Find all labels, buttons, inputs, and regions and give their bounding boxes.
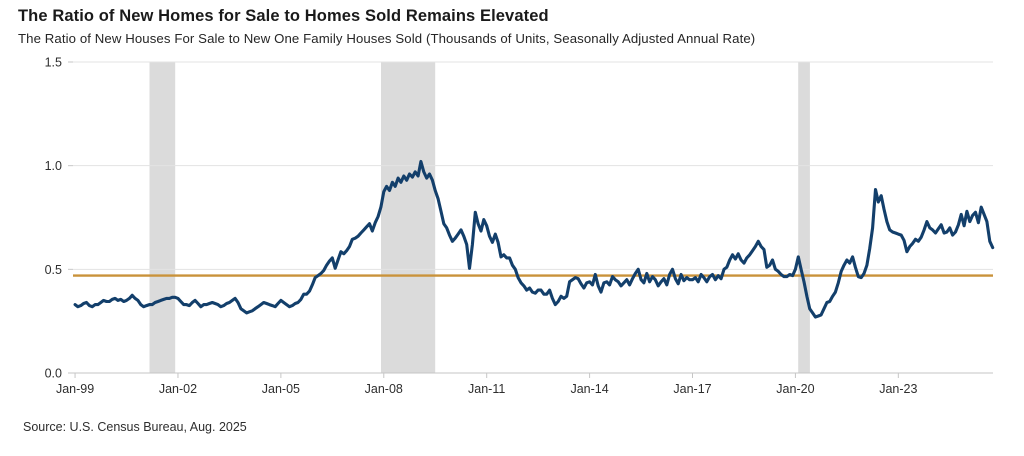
ratio-series-line — [73, 159, 995, 319]
x-tick-label: Jan-08 — [365, 382, 403, 396]
recession-band — [149, 62, 176, 373]
x-tick-label: Jan-02 — [159, 382, 197, 396]
x-tick-label: Jan-20 — [776, 382, 814, 396]
x-tick-label: Jan-11 — [468, 382, 505, 396]
y-tick-label: 0.5 — [45, 263, 62, 277]
chart-title: The Ratio of New Homes for Sale to Homes… — [18, 7, 549, 25]
y-tick-label: 1.0 — [45, 159, 62, 173]
chart-subtitle: The Ratio of New Houses For Sale to New … — [18, 31, 756, 46]
source-note: Source: U.S. Census Bureau, Aug. 2025 — [23, 420, 247, 434]
x-tick-label: Jan-17 — [673, 382, 711, 396]
recession-band — [798, 62, 810, 373]
y-tick-label: 0.0 — [45, 367, 62, 381]
x-tick-label: Jan-14 — [570, 382, 608, 396]
x-tick-label: Jan-05 — [262, 382, 300, 396]
x-tick-label: Jan-23 — [879, 382, 917, 396]
x-tick-label: Jan-99 — [56, 382, 94, 396]
recession-band — [381, 62, 436, 373]
y-tick-label: 1.5 — [45, 56, 62, 70]
